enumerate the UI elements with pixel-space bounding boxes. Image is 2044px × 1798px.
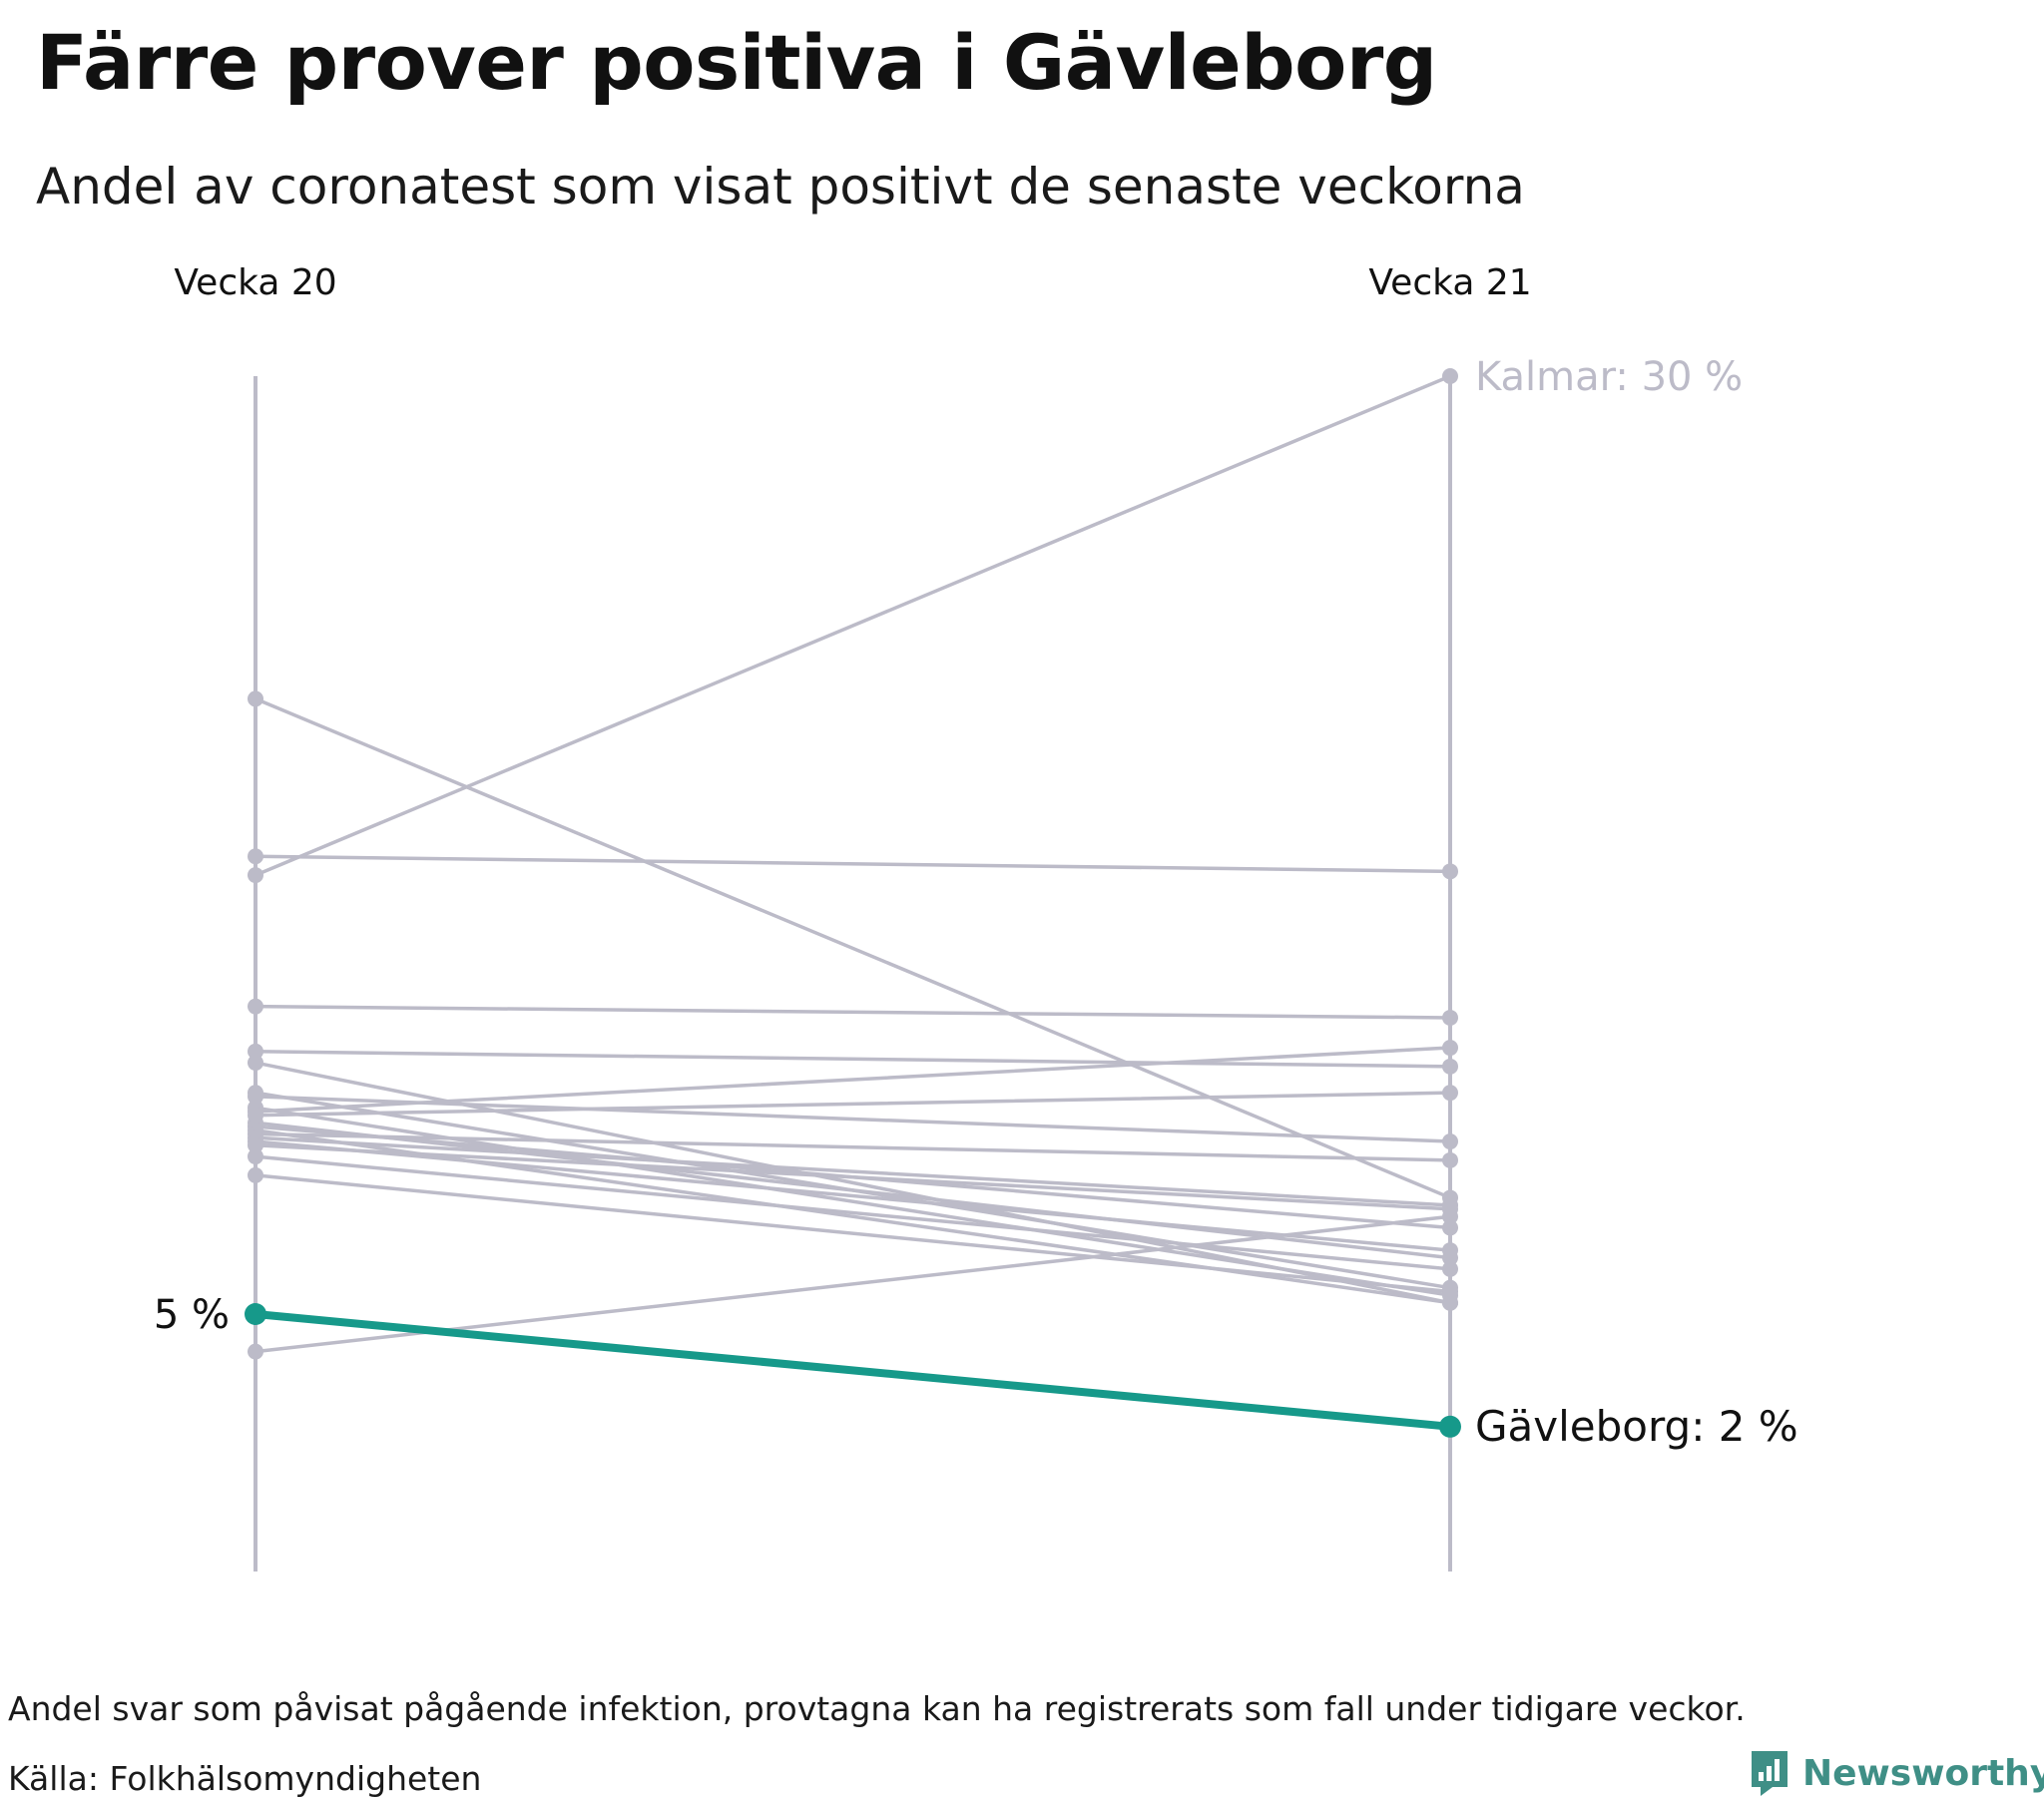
series-point [248,1088,263,1105]
category-label: Vecka 20 [174,262,336,303]
series-line [254,1135,1452,1207]
series-point [248,998,263,1015]
series-point [1442,1219,1458,1236]
series-point [248,1148,263,1165]
series-point [248,1343,263,1360]
series-line [254,1004,1452,1020]
footnote: Andel svar som påvisat pågående infektio… [8,1689,1746,1728]
kalmar-series-line [254,374,1452,877]
series-point [248,690,263,707]
bar-chart-bubble-icon [1752,1751,1788,1796]
series-point [1442,1151,1458,1168]
gavleborg-series-point [245,1303,266,1325]
series-line [254,854,1452,874]
series-line [254,1050,1452,1069]
series-point [1442,863,1458,880]
series-line [254,696,1452,1200]
category-label: Vecka 21 [1368,262,1531,303]
series-point [248,1055,263,1072]
series-line [254,1154,1452,1271]
series-point [1442,1294,1458,1311]
newsworthy-logo: Newsworthy [1749,1748,2044,1798]
series-line [254,1046,1452,1114]
series-line [254,1139,1452,1252]
series-line [254,1131,1452,1162]
series-point [1442,1283,1458,1300]
kalmar-label: Kalmar: 30 % [1475,354,1743,400]
series-point [248,1136,263,1153]
series-point [1442,1040,1458,1057]
series-point [1442,1208,1458,1225]
gavleborg-label: Gävleborg: 2 % [1475,1402,1798,1451]
series-point [1442,1085,1458,1102]
series-point [1442,1058,1458,1075]
series-point [1442,1133,1458,1150]
chart-title: Färre prover positiva i Gävleborg [36,18,1437,107]
series-point [1442,1009,1458,1026]
chart-subtitle: Andel av coronatest som visat positivt d… [36,158,1525,216]
series-point [248,1043,263,1060]
series-point [1442,1242,1458,1259]
kalmar-series-point [248,867,263,884]
series-line [254,1091,1452,1118]
series-line [254,1143,1452,1211]
source-note: Källa: Folkhälsomyndigheten [8,1759,482,1798]
series-line [254,1173,1452,1294]
series-point [248,848,263,865]
series-point [248,1166,263,1183]
gavleborg-series-line [252,1310,1454,1431]
series-line [254,1121,1452,1260]
series-point [1442,1260,1458,1277]
logo-text: Newsworthy [1802,1752,2044,1794]
gavleborg-series-point [1439,1415,1461,1438]
gavleborg-start-label: 5 % [154,1292,230,1338]
series-line [254,1095,1452,1143]
kalmar-series-point [1442,368,1458,384]
